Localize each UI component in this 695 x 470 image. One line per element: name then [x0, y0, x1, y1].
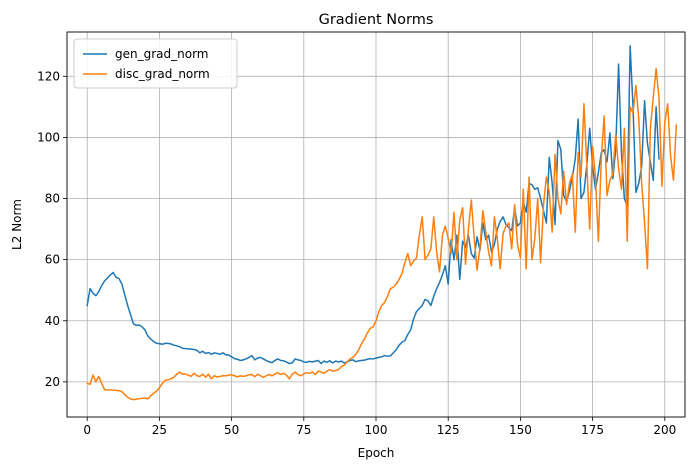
- x-tick-label: 25: [152, 423, 167, 437]
- x-tick-label: 50: [224, 423, 239, 437]
- y-tick-label: 100: [37, 130, 60, 144]
- series-line-gen-grad-norm: [86, 45, 660, 365]
- x-axis-label: Epoch: [358, 446, 395, 460]
- y-tick-label: 20: [45, 375, 60, 389]
- legend-box: [73, 38, 238, 89]
- y-tick-label: 120: [37, 69, 60, 83]
- x-tick-label: 125: [437, 423, 460, 437]
- y-tick-label: 40: [45, 314, 60, 328]
- x-tick-label: 150: [509, 423, 532, 437]
- x-tick-label: 100: [365, 423, 388, 437]
- legend: gen_grad_norm disc_grad_norm: [73, 38, 238, 89]
- y-tick-label: 80: [45, 192, 60, 206]
- axis-ticks: 0 25 50 75 100 125 150 175 200 20 40 60 80 100 120: [37, 69, 676, 437]
- x-tick-label: 200: [653, 423, 676, 437]
- chart-title: Gradient Norms: [319, 12, 434, 28]
- x-tick-label: 75: [296, 423, 311, 437]
- series-layer: [86, 45, 678, 401]
- y-axis-label: L2 Norm: [10, 199, 24, 250]
- legend-label: disc_grad_norm: [115, 67, 210, 81]
- series-line-disc-grad-norm: [86, 67, 678, 401]
- x-tick-label: 0: [83, 423, 91, 437]
- legend-label: gen_grad_norm: [115, 47, 209, 61]
- y-tick-label: 60: [45, 253, 60, 267]
- x-tick-label: 175: [581, 423, 604, 437]
- grid-lines: [67, 32, 685, 417]
